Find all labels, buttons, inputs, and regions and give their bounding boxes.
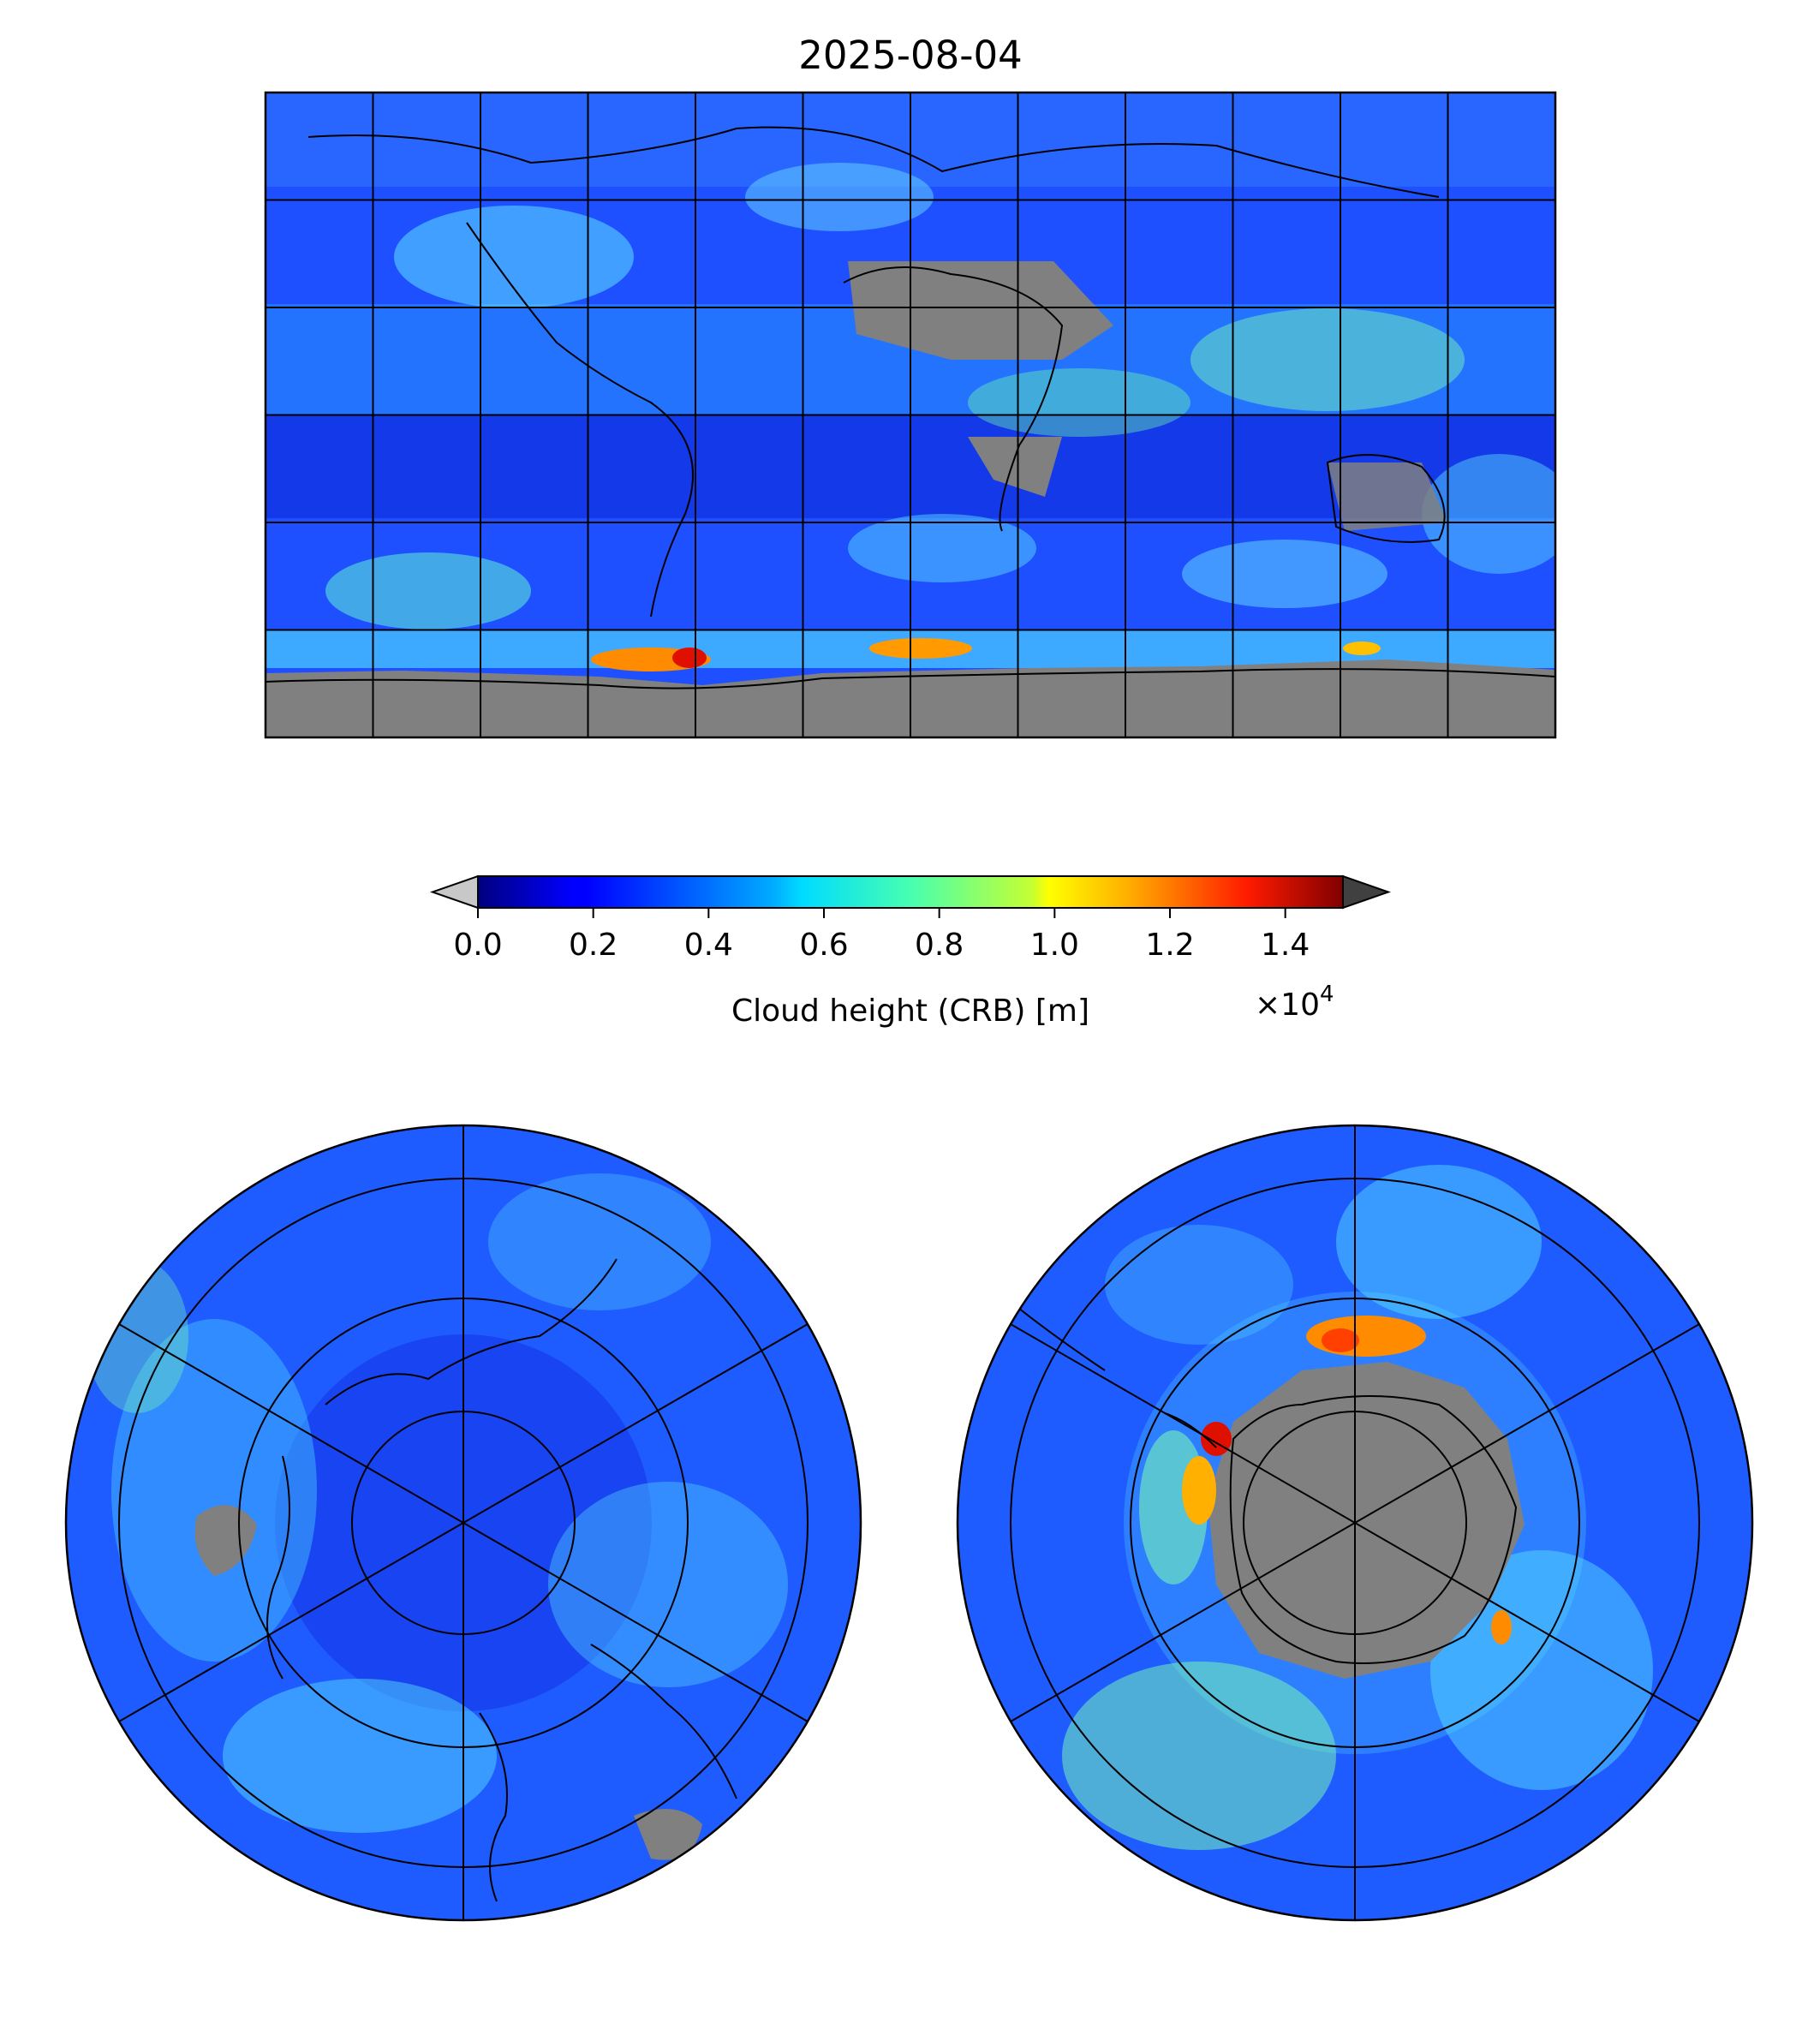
south-polar-map xyxy=(956,1124,1754,1922)
colorbar-offset-base: ×10 xyxy=(1255,988,1320,1023)
figure-title: 2025-08-04 xyxy=(798,33,1023,78)
north-polar-coastlines xyxy=(266,1258,737,1902)
colorbar-over-arrow xyxy=(1342,874,1392,910)
global-coastlines xyxy=(266,126,1555,689)
colorbar-tick-label: 0.2 xyxy=(569,928,618,963)
colorbar-under-arrow xyxy=(429,874,479,910)
colorbar-tick-label: 1.4 xyxy=(1261,928,1310,963)
global-gridlines xyxy=(266,92,1555,737)
colorbar-gradient xyxy=(478,876,1343,908)
colorbar-tick-label: 0.4 xyxy=(684,928,733,963)
colorbar-offset-text: ×104 xyxy=(1255,982,1334,1023)
colorbar-offset-exponent: 4 xyxy=(1320,982,1334,1007)
colorbar-tick-label: 0.8 xyxy=(915,928,964,963)
colorbar-label: Cloud height (CRB) [m] xyxy=(731,994,1089,1029)
colorbar-frame xyxy=(477,875,1344,909)
colorbar-tick-label: 1.0 xyxy=(1030,928,1079,963)
north-polar-frame xyxy=(64,1124,862,1922)
colorbar-ticks: 0.0 0.2 0.4 0.6 0.8 1.0 1.2 1.4 xyxy=(453,908,1310,963)
south-polar-gridlines xyxy=(1010,1125,1700,1920)
north-polar-gridlines xyxy=(118,1125,809,1920)
colorbar-tick-label: 0.6 xyxy=(799,928,848,963)
colorbar-tick-label: 1.2 xyxy=(1145,928,1194,963)
colorbar-tick-label: 0.0 xyxy=(453,928,502,963)
global-map-frame xyxy=(264,91,1557,739)
north-polar-map xyxy=(64,1124,862,1922)
global-map xyxy=(264,91,1557,739)
colorbar: 0.0 0.2 0.4 0.6 0.8 1.0 1.2 1.4 Cloud height (C… xyxy=(429,874,1392,1029)
south-polar-frame xyxy=(956,1124,1754,1922)
